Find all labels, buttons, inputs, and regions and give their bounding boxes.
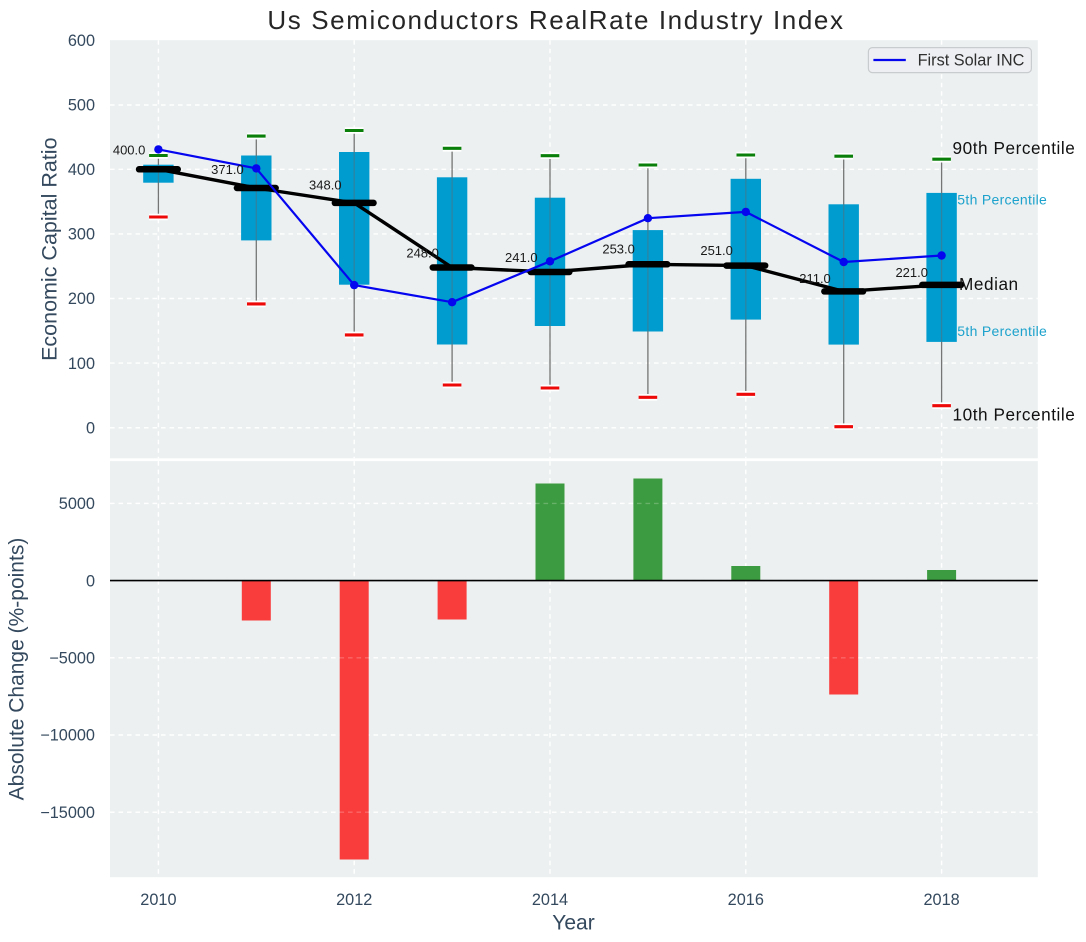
svg-text:2014: 2014 xyxy=(532,891,568,909)
svg-text:500: 500 xyxy=(68,97,95,115)
svg-text:251.0: 251.0 xyxy=(700,243,733,258)
svg-text:5th Percentile: 5th Percentile xyxy=(957,323,1047,339)
svg-text:100: 100 xyxy=(68,355,95,373)
svg-text:2018: 2018 xyxy=(923,891,959,909)
svg-text:371.0: 371.0 xyxy=(211,162,244,177)
svg-text:Us Semiconductors RealRate Ind: Us Semiconductors RealRate Industry Inde… xyxy=(267,5,844,35)
svg-text:0: 0 xyxy=(86,420,95,438)
svg-text:300: 300 xyxy=(68,226,95,244)
svg-text:0: 0 xyxy=(86,572,95,590)
svg-text:200: 200 xyxy=(68,290,95,308)
svg-text:5000: 5000 xyxy=(59,495,95,513)
svg-text:600: 600 xyxy=(68,32,95,50)
svg-text:2012: 2012 xyxy=(336,891,372,909)
svg-text:400: 400 xyxy=(68,161,95,179)
svg-text:Year: Year xyxy=(552,912,594,935)
svg-text:−5000: −5000 xyxy=(49,650,95,668)
svg-text:2010: 2010 xyxy=(140,891,176,909)
svg-text:2016: 2016 xyxy=(728,891,764,909)
svg-text:348.0: 348.0 xyxy=(309,178,342,193)
svg-text:Median: Median xyxy=(959,274,1019,294)
svg-text:−10000: −10000 xyxy=(40,727,95,745)
svg-text:400.0: 400.0 xyxy=(113,142,146,157)
svg-text:Absolute Change (%-points): Absolute Change (%-points) xyxy=(6,538,29,801)
svg-text:First Solar INC: First Solar INC xyxy=(918,52,1025,70)
svg-text:241.0: 241.0 xyxy=(505,250,538,265)
svg-text:90th Percentile: 90th Percentile xyxy=(953,138,1076,158)
svg-text:10th Percentile: 10th Percentile xyxy=(953,404,1076,424)
svg-text:211.0: 211.0 xyxy=(799,271,831,286)
svg-text:221.0: 221.0 xyxy=(895,265,928,280)
svg-text:253.0: 253.0 xyxy=(602,242,635,257)
svg-text:−15000: −15000 xyxy=(40,804,95,822)
svg-text:5th Percentile: 5th Percentile xyxy=(957,191,1047,207)
svg-text:Economic Capital Ratio: Economic Capital Ratio xyxy=(38,137,62,361)
svg-text:248.0: 248.0 xyxy=(406,245,439,260)
